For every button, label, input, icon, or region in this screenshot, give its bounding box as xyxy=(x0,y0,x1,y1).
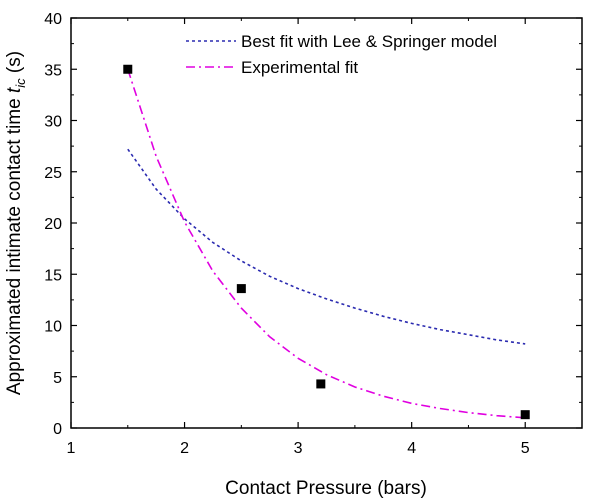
x-axis-title: Contact Pressure (bars) xyxy=(225,478,427,499)
series-line-1 xyxy=(127,148,526,345)
series-layer xyxy=(127,69,526,419)
data-points xyxy=(123,64,530,420)
legend-label-1: Best fit with Lee & Springer model xyxy=(241,32,497,51)
y-tick-label: 25 xyxy=(44,165,62,182)
x-tick-label: 4 xyxy=(407,440,416,457)
y-axis-title: Approximated intimate contact time tic (… xyxy=(4,51,28,395)
y-tick-label: 10 xyxy=(44,319,62,336)
data-point xyxy=(520,410,530,420)
y-tick-label: 35 xyxy=(44,62,62,79)
x-tick-label: 3 xyxy=(294,440,303,457)
data-point xyxy=(236,284,246,294)
data-point xyxy=(123,64,133,74)
y-tick-label: 0 xyxy=(53,421,62,438)
data-point xyxy=(316,379,326,389)
y-tick-label: 40 xyxy=(44,11,62,28)
x-tick-label: 5 xyxy=(521,440,530,457)
x-tick-label: 2 xyxy=(180,440,189,457)
series-line-2 xyxy=(127,69,526,419)
y-tick-label: 15 xyxy=(44,267,62,284)
legend-label-2: Experimental fit xyxy=(241,58,358,77)
y-axis-title-subscript: ic xyxy=(13,78,28,88)
axes: 1 2 3 4 5 0 5 10 15 20 25 30 35 40 xyxy=(44,11,583,457)
y-axis-title-suffix: (s) xyxy=(4,51,25,78)
x-tick-label: 1 xyxy=(67,440,76,457)
y-axis-title-symbol: t xyxy=(4,87,25,93)
legend-box xyxy=(180,24,566,82)
y-tick-label: 30 xyxy=(44,114,62,131)
y-axis-title-prefix: Approximated intimate contact time xyxy=(4,93,25,395)
y-tick-label: 20 xyxy=(44,216,62,233)
legend: Best fit with Lee & Springer model Experi… xyxy=(180,24,566,82)
y-tick-label: 5 xyxy=(53,370,62,387)
